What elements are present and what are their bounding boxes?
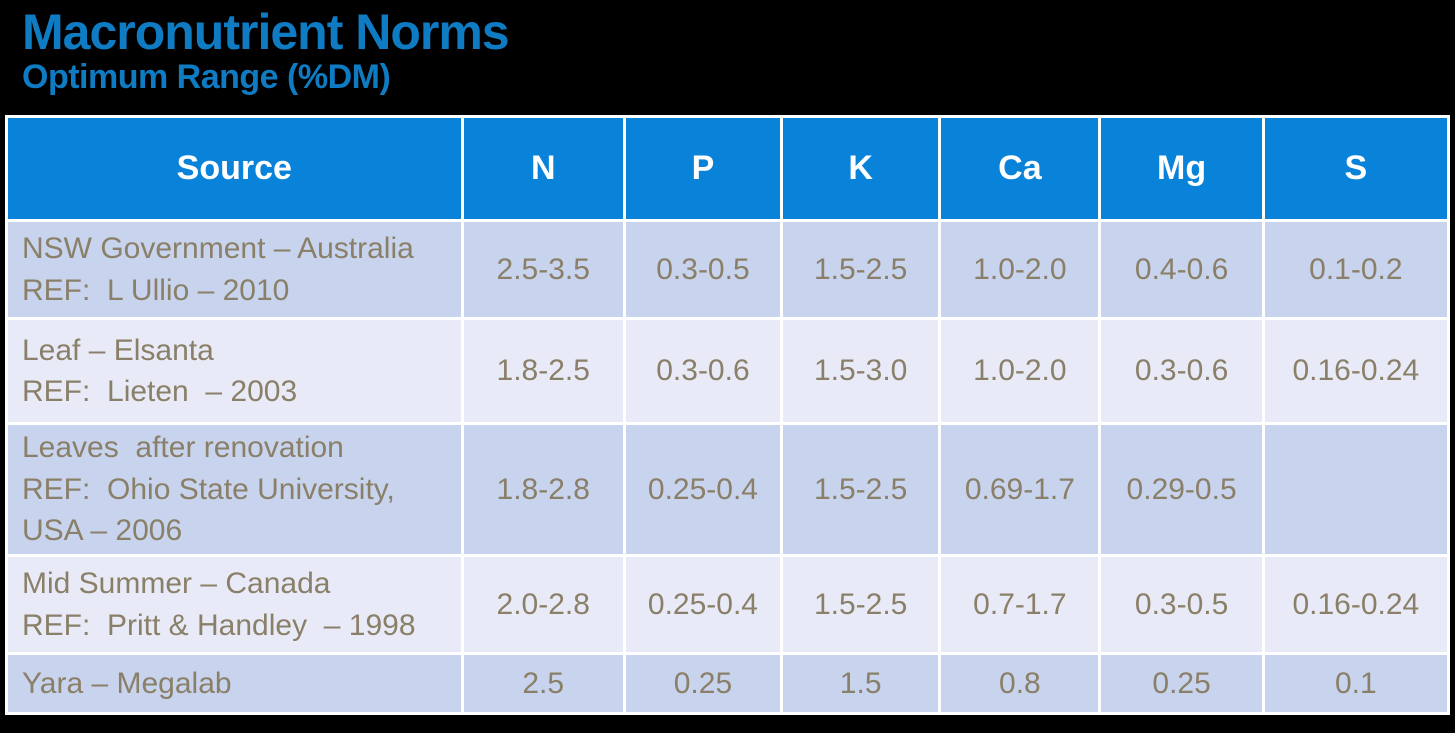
value-cell-mg: 0.29-0.5 [1098, 422, 1265, 557]
value-cell-p: 0.25-0.4 [622, 422, 784, 557]
value-cell-n: 2.0-2.8 [460, 554, 626, 655]
source-line: Leaf – Elsanta [22, 333, 214, 367]
table-row: Leaves after renovation REF: Ohio State … [5, 422, 1451, 557]
value-cell-p: 0.25-0.4 [622, 554, 784, 655]
column-header-ca: Ca [938, 115, 1102, 222]
slide-subtitle: Optimum Range (%DM) [22, 57, 391, 96]
source-line: NSW Government – Australia [22, 232, 414, 266]
source-line: Leaves after renovation [22, 431, 344, 465]
source-line: REF: L Ullio – 2010 [22, 273, 290, 307]
column-header-p: P [622, 115, 784, 222]
value-cell-n: 2.5-3.5 [460, 219, 626, 320]
value-cell-p: 0.3-0.6 [622, 317, 784, 425]
table-row: Mid Summer – Canada REF: Pritt & Handley… [5, 554, 1451, 655]
value-cell-ca: 0.8 [938, 652, 1102, 715]
value-cell-k: 1.5-2.5 [780, 219, 942, 320]
source-cell: Leaf – Elsanta REF: Lieten – 2003 [5, 317, 464, 425]
source-line: REF: Lieten – 2003 [22, 375, 298, 408]
source-line: REF: Pritt & Handley – 1998 [22, 608, 416, 642]
value-cell-s: 0.1-0.2 [1261, 219, 1451, 320]
value-cell-ca: 1.0-2.0 [938, 317, 1102, 425]
column-header-k: K [780, 115, 942, 222]
value-cell-mg: 0.3-0.5 [1098, 554, 1265, 655]
source-cell: Yara – Megalab [5, 652, 464, 715]
table-row: NSW Government – Australia REF: L Ullio … [5, 219, 1451, 320]
column-header-s: S [1261, 115, 1451, 222]
source-line: REF: Ohio State University, [22, 472, 395, 506]
value-cell-p: 0.3-0.5 [622, 219, 784, 320]
value-cell-ca: 0.69-1.7 [938, 422, 1102, 557]
source-cell: Leaves after renovation REF: Ohio State … [5, 422, 464, 557]
value-cell-ca: 0.7-1.7 [938, 554, 1102, 655]
value-cell-s: 0.16-0.24 [1261, 554, 1451, 655]
slide-title: Macronutrient Norms [22, 4, 510, 60]
source-line: Mid Summer – Canada [22, 567, 331, 601]
value-cell-ca: 1.0-2.0 [938, 219, 1102, 320]
value-cell-k: 1.5-2.5 [780, 422, 942, 557]
value-cell-mg: 0.3-0.6 [1098, 317, 1265, 425]
macronutrient-norms-table: Source N P K Ca Mg S NSW Government – Au… [5, 115, 1451, 715]
value-cell-mg: 0.4-0.6 [1098, 219, 1265, 320]
table-header-row: Source N P K Ca Mg S [5, 115, 1451, 222]
source-line: USA – 2006 [22, 514, 183, 548]
value-cell-s [1261, 422, 1451, 557]
column-header-n: N [460, 115, 626, 222]
value-cell-n: 2.5 [460, 652, 626, 715]
value-cell-mg: 0.25 [1098, 652, 1265, 715]
value-cell-s: 0.16-0.24 [1261, 317, 1451, 425]
source-line: Yara – Megalab [22, 666, 232, 700]
source-cell: Mid Summer – Canada REF: Pritt & Handley… [5, 554, 464, 655]
value-cell-p: 0.25 [622, 652, 784, 715]
column-header-source: Source [5, 115, 464, 222]
value-cell-n: 1.8-2.8 [460, 422, 626, 557]
value-cell-s: 0.1 [1261, 652, 1451, 715]
table-row: Leaf – Elsanta REF: Lieten – 2003 1.8-2.… [5, 317, 1451, 425]
value-cell-k: 1.5-3.0 [780, 317, 942, 425]
value-cell-n: 1.8-2.5 [460, 317, 626, 425]
value-cell-k: 1.5-2.5 [780, 554, 942, 655]
source-cell: NSW Government – Australia REF: L Ullio … [5, 219, 464, 320]
value-cell-k: 1.5 [780, 652, 942, 715]
column-header-mg: Mg [1098, 115, 1265, 222]
title-block: Macronutrient Norms Optimum Range (%DM) [22, 4, 510, 96]
table-row: Yara – Megalab 2.5 0.25 1.5 0.8 0.25 0.1 [5, 652, 1451, 715]
